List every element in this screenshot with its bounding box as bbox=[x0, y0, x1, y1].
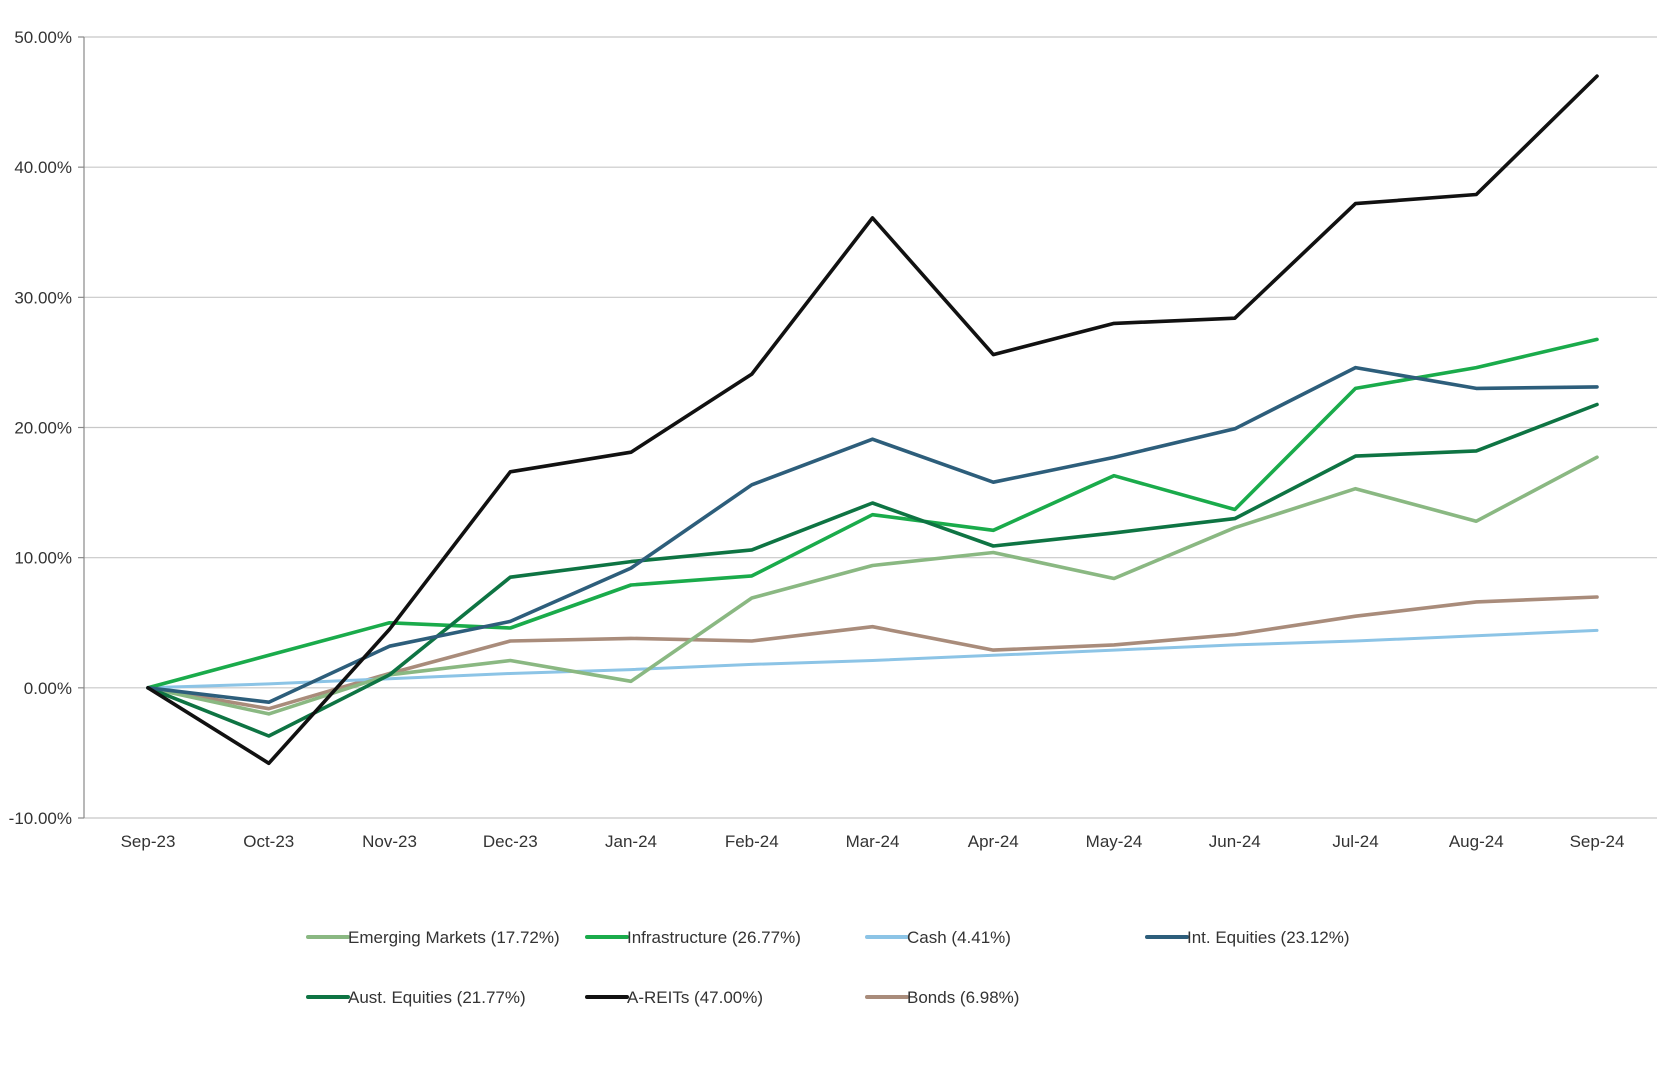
x-tick-label: Sep-23 bbox=[121, 832, 176, 851]
axes: -10.00% 0.00% 10.00% 20.00% 30.00% 40.00% 50.0… bbox=[9, 28, 1625, 851]
series-line bbox=[146, 402, 1599, 738]
legend-label: Emerging Markets (17.72%) bbox=[348, 928, 560, 947]
legend-label: Aust. Equities (21.77%) bbox=[348, 988, 526, 1007]
x-tick-label: Jan-24 bbox=[605, 832, 657, 851]
legend: Emerging Markets (17.72%) Infrastructure … bbox=[306, 928, 1350, 1007]
gridlines bbox=[84, 36, 1657, 819]
y-tick-label: 30.00% bbox=[14, 288, 72, 307]
legend-label: Int. Equities (23.12%) bbox=[1187, 928, 1350, 947]
y-tick-label: 40.00% bbox=[14, 158, 72, 177]
series-line bbox=[146, 595, 1599, 711]
series-line bbox=[146, 337, 1599, 690]
series-line bbox=[146, 74, 1599, 766]
x-tick-label: Jun-24 bbox=[1209, 832, 1261, 851]
legend-label: Bonds (6.98%) bbox=[907, 988, 1019, 1007]
legend-label: A-REITs (47.00%) bbox=[627, 988, 763, 1007]
y-tick-label: 50.00% bbox=[14, 28, 72, 47]
series-line bbox=[146, 455, 1599, 716]
legend-label: Infrastructure (26.77%) bbox=[627, 928, 801, 947]
y-tick-label: 20.00% bbox=[14, 419, 72, 438]
series-lines bbox=[146, 74, 1599, 766]
x-tick-label: Feb-24 bbox=[725, 832, 779, 851]
series-line bbox=[146, 365, 1599, 705]
x-tick-label: Mar-24 bbox=[846, 832, 900, 851]
x-tick-label: Sep-24 bbox=[1570, 832, 1625, 851]
legend-label: Cash (4.41%) bbox=[907, 928, 1011, 947]
x-tick-label: Aug-24 bbox=[1449, 832, 1504, 851]
y-tick-label: 10.00% bbox=[14, 549, 72, 568]
y-tick-label: 0.00% bbox=[24, 679, 72, 698]
y-tick-label: -10.00% bbox=[9, 809, 72, 828]
x-tick-label: May-24 bbox=[1086, 832, 1143, 851]
x-tick-label: Nov-23 bbox=[362, 832, 417, 851]
series-line bbox=[146, 628, 1599, 690]
x-tick-label: Apr-24 bbox=[968, 832, 1019, 851]
x-tick-label: Dec-23 bbox=[483, 832, 538, 851]
x-tick-label: Jul-24 bbox=[1332, 832, 1378, 851]
x-tick-label: Oct-23 bbox=[243, 832, 294, 851]
